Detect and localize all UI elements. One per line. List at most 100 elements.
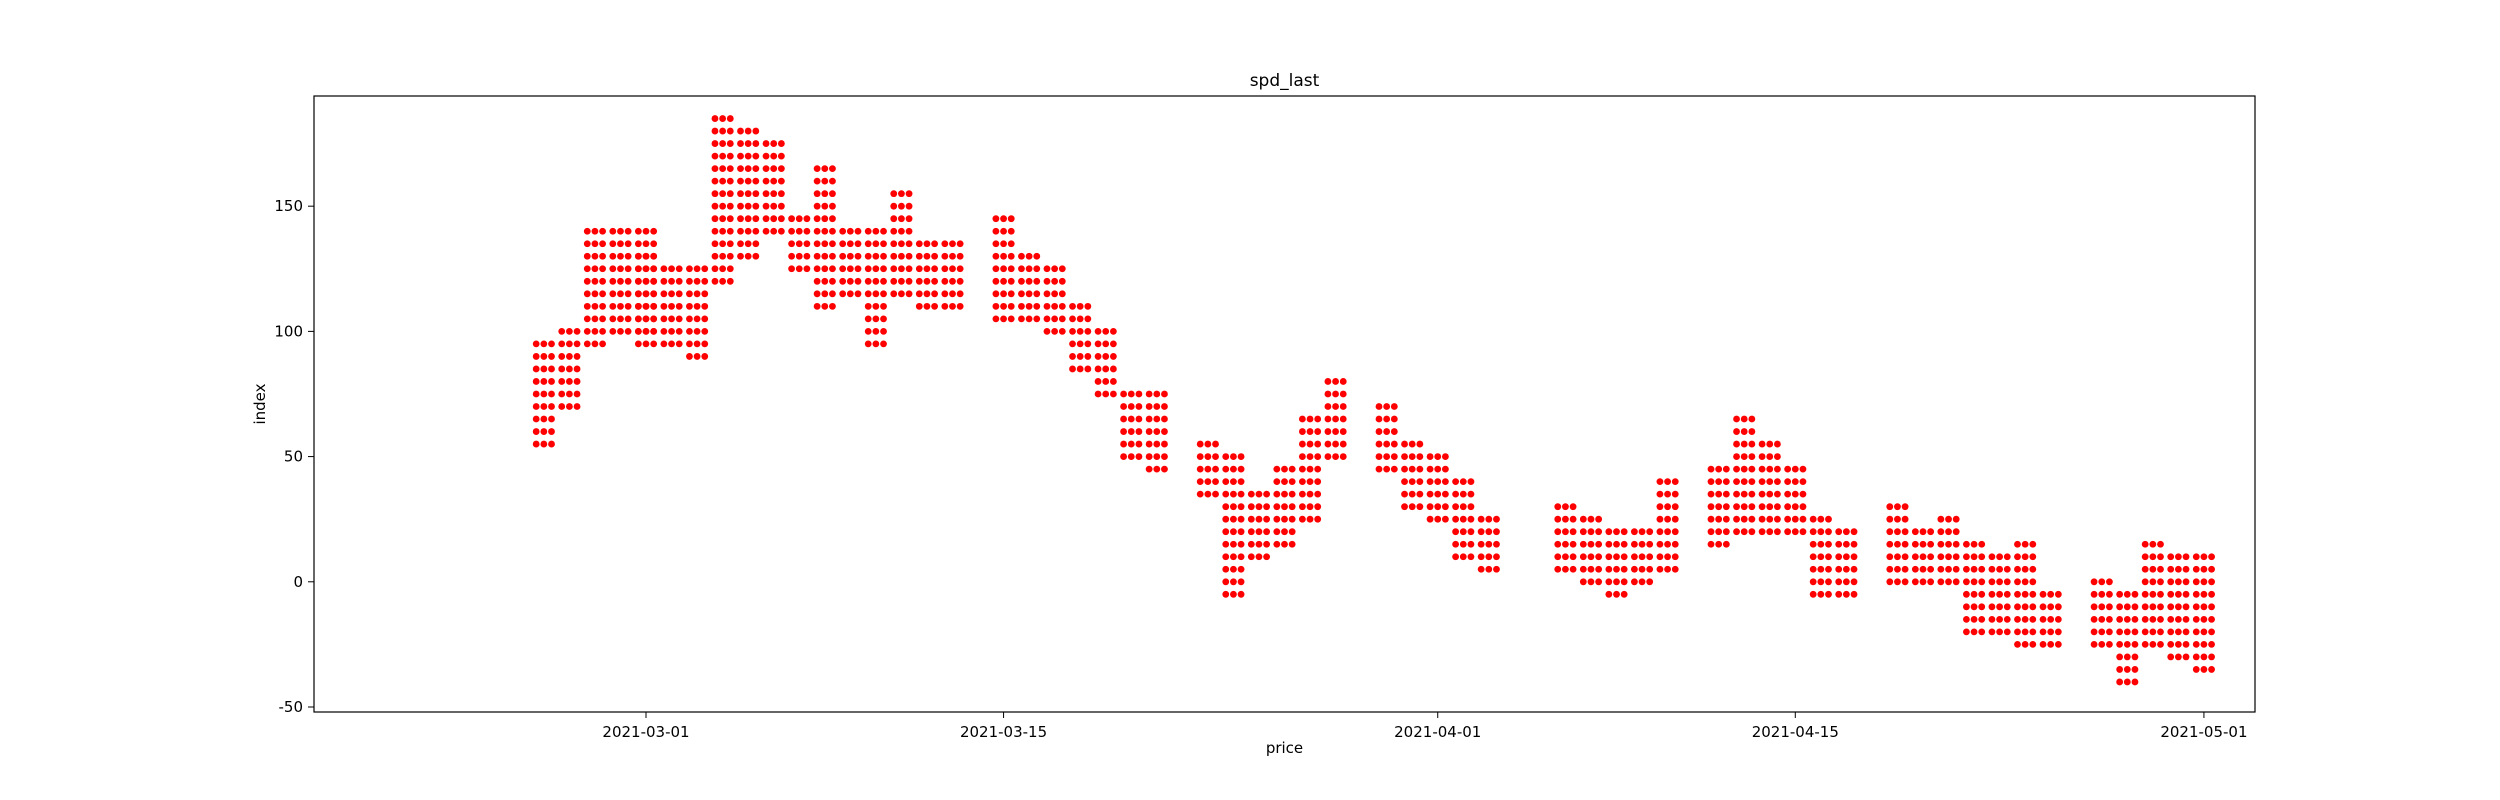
data-point (1442, 453, 1449, 460)
data-point (719, 177, 727, 185)
data-point (1000, 290, 1007, 298)
data-point (1324, 415, 1332, 423)
data-point (1459, 553, 1467, 561)
data-point (2116, 615, 2124, 623)
data-point (2141, 578, 2149, 586)
data-point (1748, 453, 1756, 460)
data-point (1000, 265, 1007, 273)
data-point (2090, 628, 2098, 636)
data-point (1084, 302, 1092, 310)
y-tick-label: 0 (293, 573, 303, 591)
data-point (1332, 378, 1339, 385)
data-point (1937, 540, 1945, 548)
data-point (617, 227, 624, 235)
data-point (1671, 565, 1679, 573)
data-point (1298, 478, 1306, 486)
data-point (1273, 478, 1281, 486)
data-point (1467, 515, 1475, 523)
data-point (777, 202, 785, 210)
data-point (1204, 490, 1212, 498)
data-point (1562, 565, 1569, 573)
data-point (1007, 215, 1015, 223)
data-point (583, 240, 591, 248)
data-point (1273, 490, 1281, 498)
data-point (1605, 590, 1613, 598)
data-point (1339, 440, 1347, 448)
data-point (686, 290, 693, 298)
data-point (1135, 428, 1143, 435)
data-point (2014, 578, 2021, 586)
data-point (1656, 515, 1664, 523)
data-point (2003, 603, 2011, 611)
data-point (1850, 590, 1858, 598)
data-point (1332, 390, 1339, 398)
data-point (898, 265, 905, 273)
data-point (1493, 528, 1500, 536)
data-point (2021, 640, 2029, 648)
data-point (1963, 590, 1970, 598)
data-point (2090, 590, 2098, 598)
data-point (1314, 428, 1322, 435)
data-point (650, 302, 658, 310)
data-point (675, 277, 683, 285)
data-point (2167, 565, 2175, 573)
data-point (1222, 528, 1230, 536)
data-point (1058, 290, 1066, 298)
data-point (941, 240, 949, 248)
data-point (1033, 277, 1041, 285)
data-point (2014, 540, 2021, 548)
data-point (1664, 528, 1671, 536)
data-point (1733, 465, 1740, 473)
data-point (1298, 490, 1306, 498)
data-point (1288, 515, 1296, 523)
data-point (1817, 528, 1825, 536)
data-point (1153, 403, 1161, 410)
data-point (548, 340, 555, 348)
data-point (2192, 666, 2200, 673)
data-point (752, 202, 760, 210)
data-point (1901, 578, 1909, 586)
data-point (829, 165, 836, 173)
data-point (1212, 465, 1219, 473)
data-point (737, 215, 744, 223)
data-point (583, 315, 591, 323)
data-point (1076, 327, 1084, 335)
data-point (642, 340, 650, 348)
data-point (1886, 553, 1894, 561)
data-point (839, 240, 847, 248)
data-point (634, 327, 642, 335)
data-point (1919, 578, 1927, 586)
data-point (1579, 528, 1587, 536)
data-point (1222, 465, 1230, 473)
data-point (558, 378, 566, 385)
data-point (1911, 540, 1919, 548)
data-point (1007, 252, 1015, 260)
data-point (642, 277, 650, 285)
data-point (711, 190, 719, 198)
data-point (1069, 353, 1076, 360)
plot-frame (313, 95, 2256, 713)
data-point (1051, 290, 1059, 298)
data-point (1748, 465, 1756, 473)
data-point (540, 390, 548, 398)
data-point (2021, 590, 2029, 598)
data-point (2167, 640, 2175, 648)
data-point (839, 290, 847, 298)
data-point (1901, 515, 1909, 523)
data-point (1587, 528, 1595, 536)
data-point (752, 140, 760, 147)
data-point (642, 252, 650, 260)
data-point (905, 290, 913, 298)
data-point (1477, 528, 1485, 536)
data-point (701, 290, 709, 298)
data-point (1722, 478, 1730, 486)
data-point (2192, 565, 2200, 573)
data-point (548, 428, 555, 435)
data-point (675, 302, 683, 310)
data-point (1426, 478, 1434, 486)
data-point (2192, 653, 2200, 661)
data-point (1408, 490, 1416, 498)
data-point (2182, 640, 2190, 648)
data-point (2090, 615, 2098, 623)
data-point (1459, 503, 1467, 511)
